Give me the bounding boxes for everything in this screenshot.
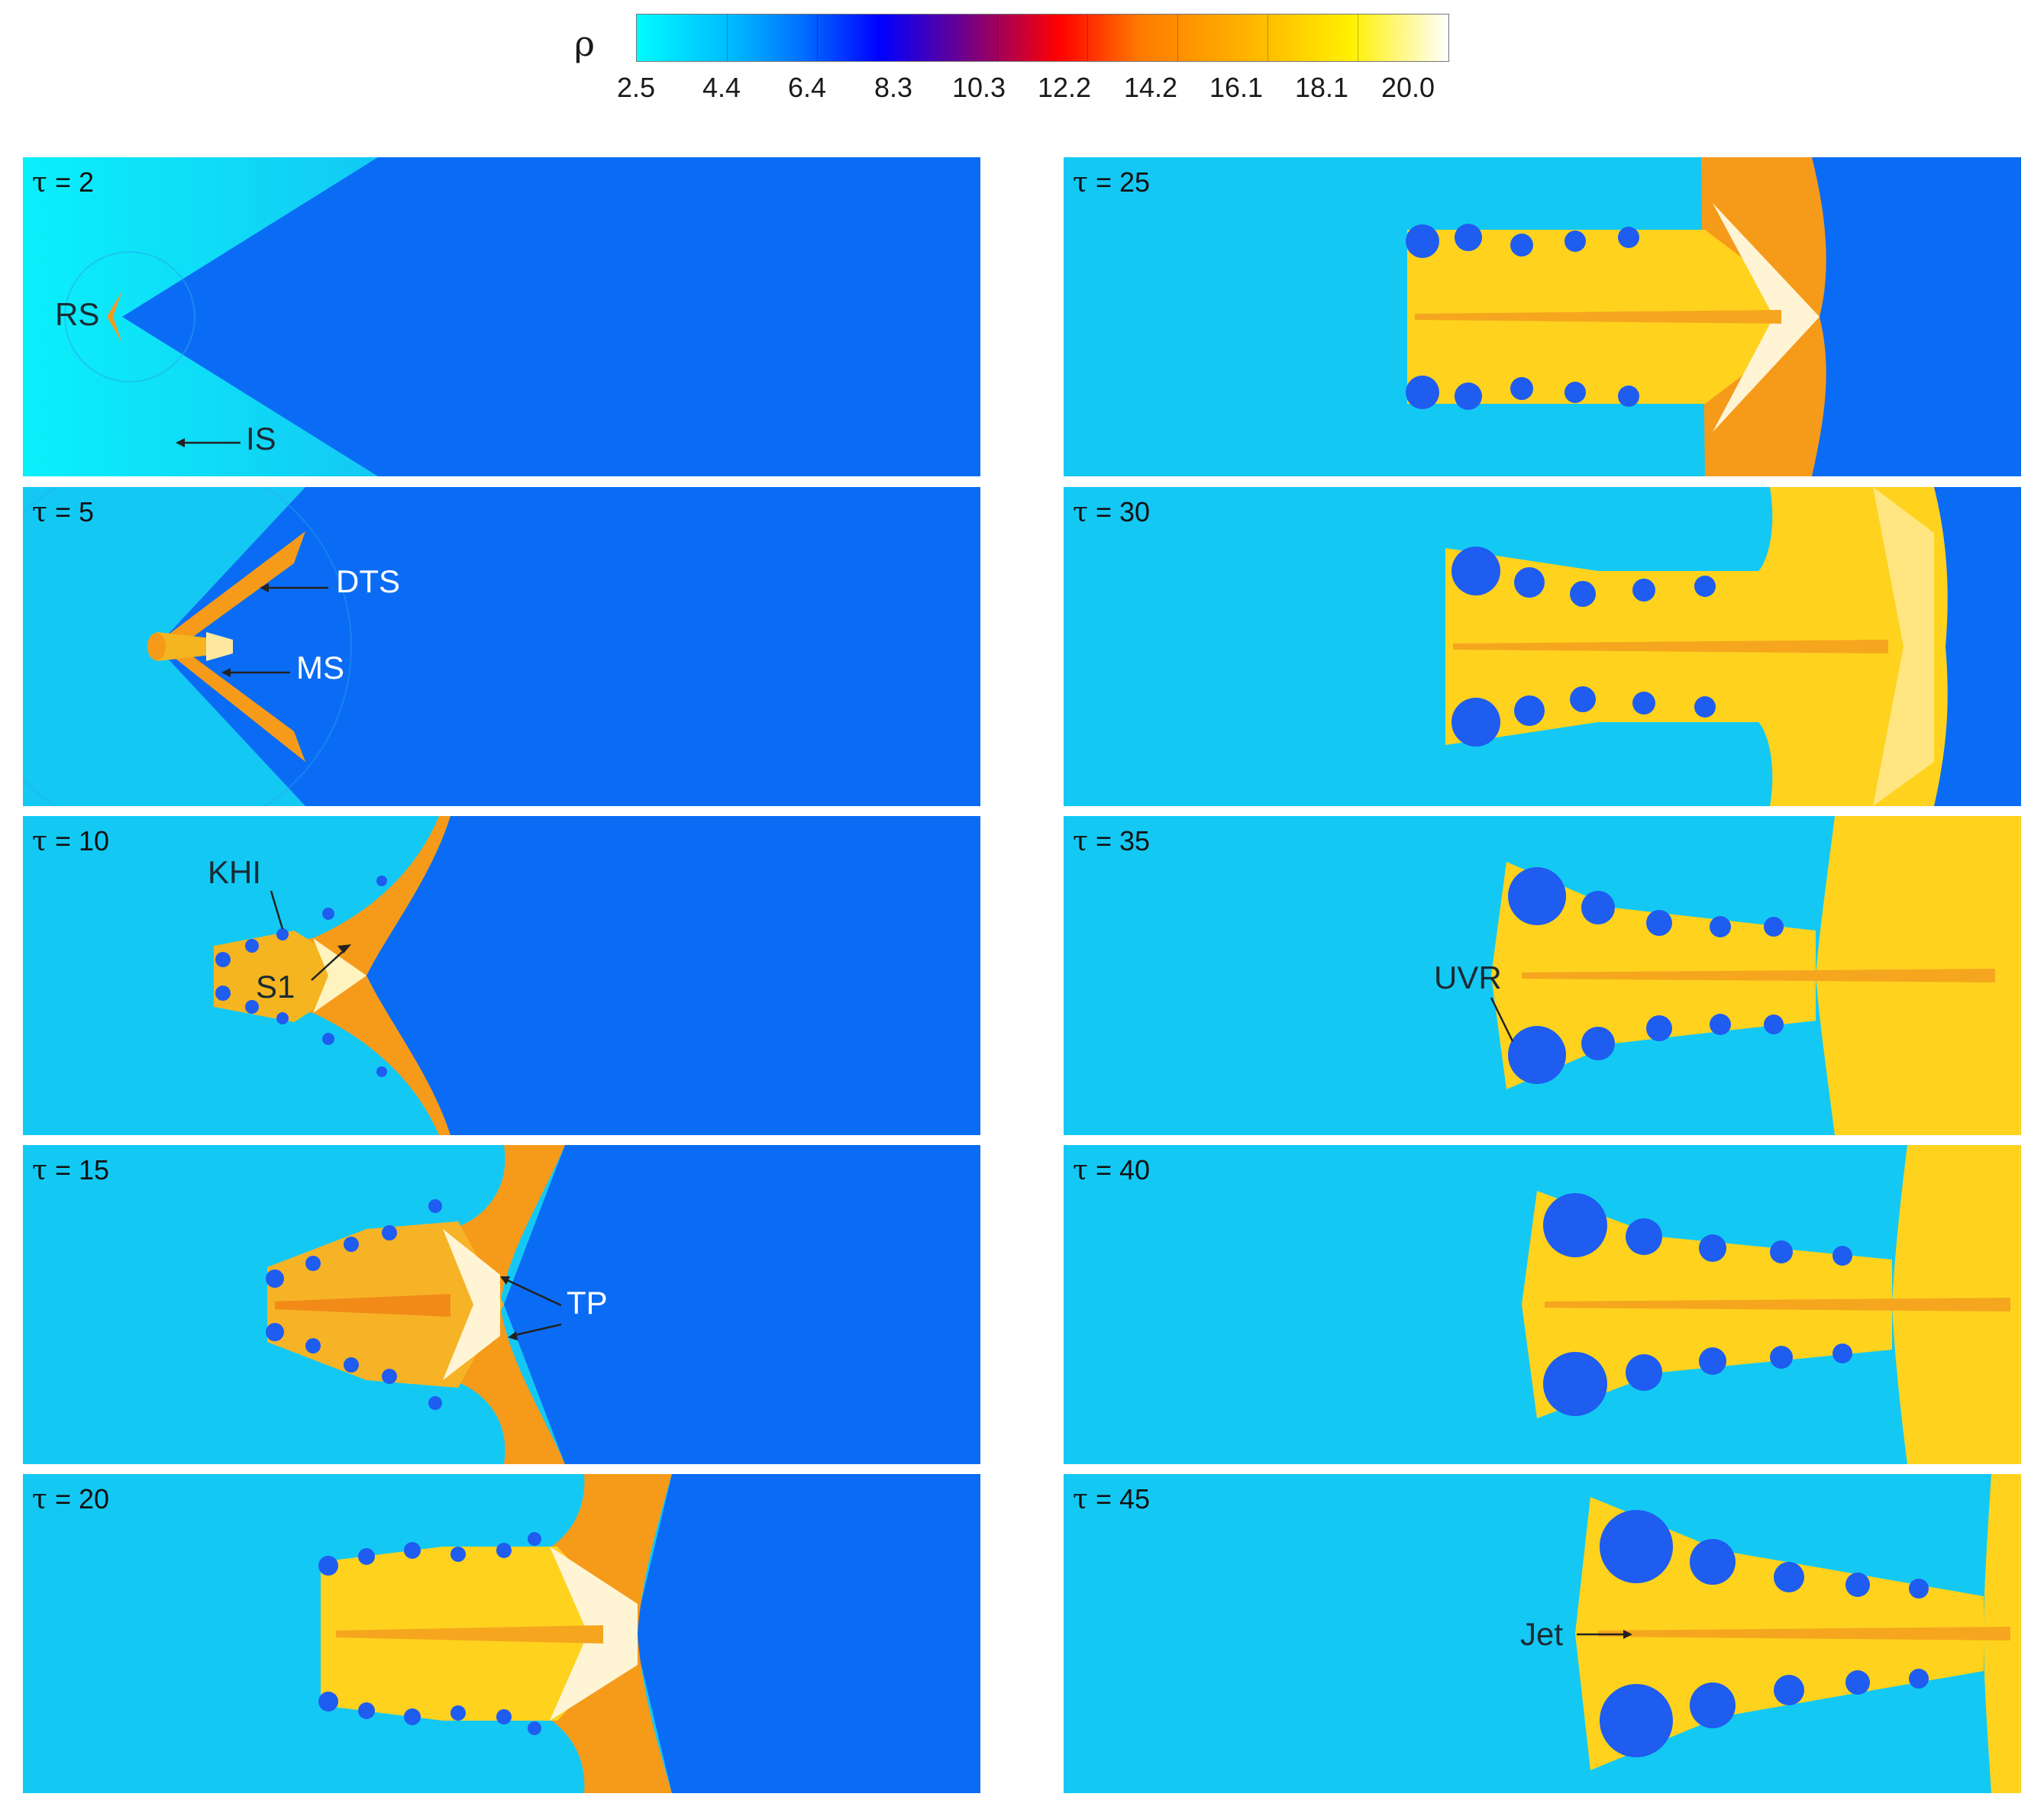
colorbar-tick: 6.4 — [787, 72, 827, 103]
panel-tau-2: τ = 2 RS IS — [23, 157, 980, 476]
colorbar-tick: 12.2 — [1037, 72, 1092, 103]
label-khi: KHI — [208, 854, 262, 890]
panel-tau-10: τ = 10 KHI S1 — [23, 816, 980, 1135]
label-rs: RS — [55, 296, 100, 332]
label-jet: Jet — [1520, 1616, 1564, 1652]
panel-label: τ = 5 — [32, 496, 94, 528]
label-uvr: UVR — [1434, 960, 1502, 995]
label-s1: S1 — [256, 969, 295, 1005]
panel-tau-25: τ = 25 — [1064, 157, 2021, 476]
colorbar-tick: 10.3 — [951, 72, 1006, 103]
label-tp: TP — [567, 1285, 608, 1321]
panel-label: τ = 25 — [1073, 166, 1151, 198]
panel-tau-15: τ = 15 TP — [23, 1145, 980, 1464]
colorbar-tick: 20.0 — [1380, 72, 1435, 103]
colorbar — [636, 14, 1449, 62]
panel-label: τ = 30 — [1073, 496, 1151, 528]
label-is: IS — [246, 421, 276, 456]
panel-label: τ = 2 — [32, 166, 94, 198]
panel-tau-5: τ = 5 DTS MS — [23, 487, 980, 806]
label-ms: MS — [296, 650, 344, 686]
panel-label: τ = 10 — [32, 825, 110, 857]
colorbar-tick: 14.2 — [1123, 72, 1178, 103]
colorbar-tick: 16.1 — [1209, 72, 1264, 103]
panel-label: τ = 35 — [1073, 825, 1151, 857]
panel-tau-40: τ = 40 — [1064, 1145, 2021, 1464]
colorbar-tick: 4.4 — [702, 72, 741, 103]
panel-label: τ = 20 — [32, 1483, 110, 1515]
colorbar-symbol: ρ — [574, 23, 596, 64]
colorbar-tick: 18.1 — [1294, 72, 1349, 103]
panel-tau-35: τ = 35 UVR — [1064, 816, 2021, 1135]
colorbar-tick: 2.5 — [616, 72, 656, 103]
colorbar-tick: 8.3 — [873, 72, 913, 103]
label-dts: DTS — [336, 563, 400, 599]
panel-tau-20: τ = 20 — [23, 1474, 980, 1793]
panel-tau-45: τ = 45 Jet — [1064, 1474, 2021, 1793]
panel-label: τ = 40 — [1073, 1154, 1151, 1186]
panel-label: τ = 15 — [32, 1154, 110, 1186]
panel-label: τ = 45 — [1073, 1483, 1151, 1515]
panel-tau-30: τ = 30 — [1064, 487, 2021, 806]
